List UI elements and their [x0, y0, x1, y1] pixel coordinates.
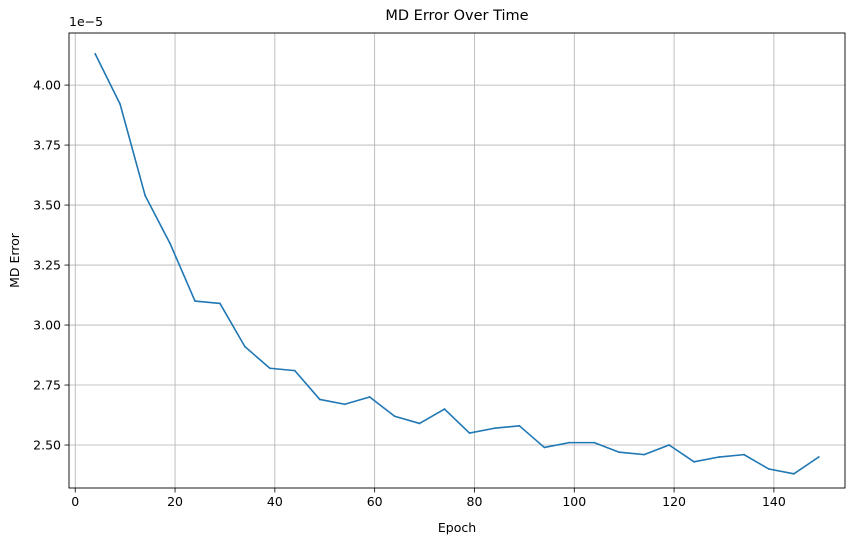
- y-tick-label: 3.25: [33, 258, 61, 273]
- data-point: [418, 422, 421, 425]
- data-point: [768, 468, 770, 470]
- y-tick-label: 3.00: [33, 318, 61, 333]
- data-point: [244, 345, 246, 348]
- data-point: [219, 302, 221, 305]
- data-point: [543, 446, 546, 449]
- data-point: [94, 53, 97, 55]
- y-tick-label: 3.75: [33, 138, 61, 153]
- chart-title: MD Error Over Time: [385, 8, 528, 24]
- y-axis-label: MD Error: [7, 232, 22, 288]
- data-point: [268, 367, 271, 370]
- y-tick-label: 2.50: [33, 438, 61, 453]
- plot-frame: [68, 32, 846, 489]
- y-tick-label: 2.75: [33, 378, 61, 393]
- y-axis-offset: 1e−5: [69, 14, 103, 29]
- data-point: [518, 424, 521, 427]
- data-point: [293, 369, 296, 372]
- data-point: [817, 456, 820, 458]
- y-axis-ticks: 2.50 2.75 3.00 3.25 3.50 3.75 4.00: [33, 78, 69, 453]
- grid: [69, 33, 845, 488]
- data-point: [393, 415, 396, 418]
- series-layer: [94, 53, 820, 475]
- x-tick-label: 0: [71, 494, 79, 509]
- series-line: [94, 53, 820, 475]
- x-tick-label: 20: [167, 494, 183, 509]
- data-point: [743, 453, 745, 456]
- data-point: [493, 427, 496, 430]
- data-point: [643, 453, 646, 456]
- data-point: [618, 451, 621, 454]
- x-tick-label: 80: [467, 494, 483, 509]
- x-tick-label: 100: [562, 494, 586, 509]
- x-tick-label: 60: [367, 494, 383, 509]
- x-axis-label: Epoch: [438, 520, 476, 535]
- x-tick-label: 120: [662, 494, 686, 509]
- data-point: [368, 396, 371, 398]
- data-point: [693, 460, 695, 463]
- y-tick-label: 3.50: [33, 198, 61, 213]
- data-point: [593, 441, 596, 444]
- data-point: [318, 398, 321, 401]
- data-point: [792, 472, 795, 475]
- x-tick-label: 40: [267, 494, 283, 509]
- data-point: [568, 441, 571, 444]
- data-point: [119, 103, 122, 106]
- data-point: [144, 194, 147, 197]
- data-point: [468, 432, 471, 434]
- y-tick-label: 4.00: [33, 78, 61, 93]
- data-point: [718, 456, 720, 458]
- data-point: [343, 403, 346, 406]
- data-point: [169, 242, 171, 245]
- x-tick-label: 140: [762, 494, 786, 509]
- data-point: [194, 300, 196, 302]
- data-point: [443, 408, 446, 410]
- data-point: [668, 444, 670, 446]
- x-axis-ticks: 0 20 40 60 80 100 120 140: [71, 488, 786, 509]
